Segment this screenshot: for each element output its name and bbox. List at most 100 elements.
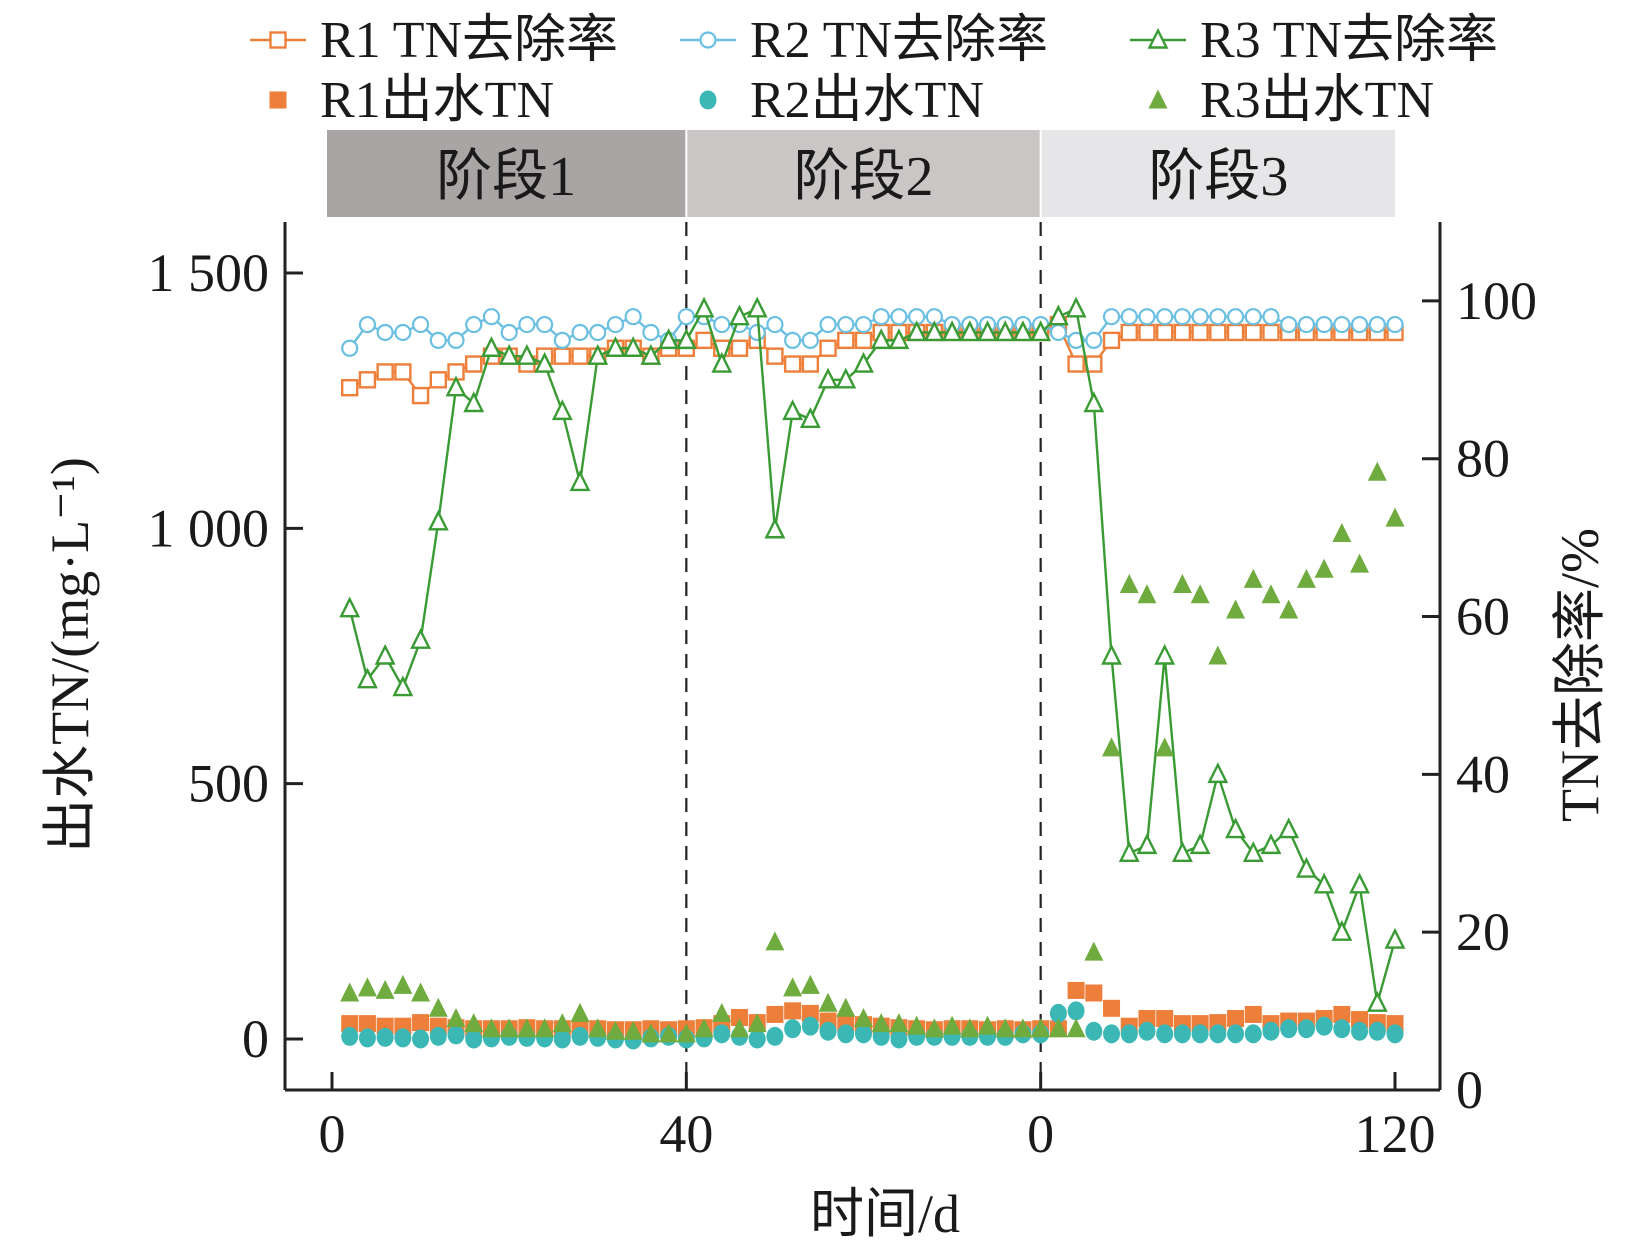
- data-point: [445, 375, 467, 397]
- data-point: [623, 1020, 643, 1040]
- data-point: [1066, 1018, 1086, 1038]
- data-point: [923, 320, 945, 342]
- data-point: [942, 1015, 962, 1035]
- data-point: [1278, 817, 1300, 839]
- data-point: [535, 1018, 555, 1038]
- data-point: [553, 1029, 571, 1049]
- stage-band: [687, 130, 1040, 217]
- data-point: [1227, 1010, 1245, 1028]
- left-tick-label: 1 000: [148, 498, 270, 558]
- data-point: [941, 320, 963, 342]
- data-point: [1243, 568, 1263, 588]
- data-point: [535, 315, 554, 334]
- data-point: [1295, 856, 1317, 878]
- data-point: [800, 974, 820, 994]
- data-point: [341, 379, 359, 397]
- data-point: [465, 355, 483, 373]
- data-point: [801, 355, 820, 373]
- data-point: [784, 331, 802, 349]
- data-point: [1349, 872, 1371, 894]
- data-point: [1048, 1018, 1068, 1038]
- data-point: [799, 407, 821, 428]
- data-point: [412, 1029, 430, 1049]
- data-point: [1351, 1021, 1369, 1041]
- legend-label: R1出水TN: [320, 72, 554, 129]
- data-point: [801, 331, 819, 349]
- data-point: [339, 596, 361, 618]
- legend-entry: R3出水TN: [1148, 72, 1434, 129]
- series: [340, 461, 1405, 1043]
- x-tick-label: 40: [659, 1104, 713, 1164]
- data-point: [374, 643, 396, 665]
- data-point: [1171, 841, 1193, 862]
- data-point: [994, 320, 1016, 342]
- legend-label: R2 TN去除率: [750, 12, 1048, 69]
- data-point: [1386, 1024, 1404, 1044]
- data-point: [1333, 1005, 1351, 1023]
- data-point: [1242, 841, 1264, 862]
- data-point: [411, 386, 430, 405]
- data-point: [1120, 323, 1138, 342]
- data-point: [978, 1015, 998, 1035]
- data-point: [872, 308, 890, 326]
- data-point: [1085, 984, 1103, 1002]
- data-point: [1280, 1019, 1298, 1039]
- data-point: [730, 1008, 748, 1026]
- data-point: [1137, 584, 1157, 604]
- data-point: [907, 1015, 927, 1035]
- data-point: [465, 1029, 483, 1049]
- data-point: [1120, 1024, 1138, 1044]
- data-point: [1138, 1021, 1156, 1041]
- data-point: [764, 517, 786, 539]
- series: [341, 981, 1404, 1039]
- x-tick-label: 0: [319, 1104, 346, 1164]
- data-point: [1084, 941, 1104, 961]
- data-point: [1173, 323, 1192, 342]
- data-point: [676, 1023, 696, 1043]
- data-point: [571, 323, 589, 342]
- data-point: [552, 1013, 572, 1033]
- data-point: [1138, 1010, 1156, 1028]
- data-point: [837, 331, 855, 350]
- data-point: [1244, 323, 1262, 342]
- data-point: [356, 667, 378, 689]
- data-point: [855, 1024, 872, 1044]
- data-point: [906, 320, 928, 342]
- data-point: [1189, 833, 1211, 855]
- legend-label: R3出水TN: [1200, 72, 1434, 129]
- data-point: [1314, 558, 1334, 578]
- plot-area: [339, 222, 1406, 1090]
- data-point: [1118, 841, 1140, 862]
- data-point: [977, 320, 998, 342]
- data-point: [410, 628, 432, 649]
- stage-band: [1041, 130, 1395, 217]
- data-point: [393, 974, 413, 994]
- data-point: [1173, 1024, 1191, 1044]
- data-point: [1315, 1016, 1333, 1036]
- data-point: [784, 1002, 802, 1020]
- data-point: [427, 509, 449, 531]
- data-point: [642, 323, 660, 342]
- data-point: [341, 1015, 359, 1033]
- data-point: [429, 1026, 447, 1046]
- data-point: [1119, 574, 1139, 594]
- data-point: [571, 347, 589, 365]
- data-point: [429, 371, 447, 389]
- data-point: [571, 1026, 589, 1046]
- data-point: [1262, 308, 1280, 326]
- data-point: [1156, 1010, 1174, 1028]
- data-point: [837, 315, 855, 334]
- left-axis-title: 出水TN/(mg·L⁻¹): [40, 457, 100, 853]
- data-point: [1102, 331, 1121, 350]
- data-point: [1190, 584, 1210, 604]
- data-point: [1262, 323, 1280, 342]
- right-tick-label: 0: [1456, 1060, 1483, 1120]
- legend-entry: R2出水TN: [699, 72, 984, 129]
- data-point: [1313, 872, 1335, 894]
- data-point: [1366, 991, 1388, 1012]
- legend-marker: [699, 31, 717, 49]
- data-point: [801, 1016, 819, 1036]
- data-point: [1154, 643, 1176, 665]
- data-point: [658, 328, 680, 350]
